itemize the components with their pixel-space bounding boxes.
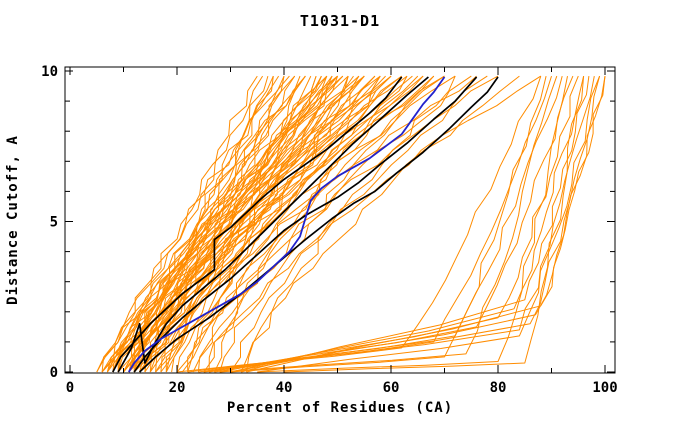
model-line-orange bbox=[214, 75, 601, 373]
model-line-orange bbox=[241, 76, 590, 373]
model-line-orange bbox=[133, 75, 296, 373]
model-line-orange bbox=[128, 76, 285, 373]
model-line-orange bbox=[198, 75, 563, 373]
model-line-orange bbox=[246, 76, 606, 373]
model-line-orange bbox=[160, 75, 392, 373]
model-line-blue bbox=[128, 76, 446, 373]
model-line-orange bbox=[283, 76, 585, 373]
x-tick-label: 20 bbox=[169, 380, 186, 396]
model-line-orange bbox=[213, 75, 542, 373]
model-line-orange bbox=[106, 75, 344, 373]
model-line-orange bbox=[133, 75, 392, 373]
model-line-orange bbox=[181, 75, 365, 373]
y-tick-label: 10 bbox=[41, 64, 58, 80]
model-line-orange bbox=[101, 75, 258, 373]
model-line-orange bbox=[176, 75, 403, 373]
y-tick-label: 5 bbox=[50, 215, 58, 231]
model-line-orange bbox=[112, 75, 306, 373]
plot-frame bbox=[64, 66, 616, 374]
chart-title: T1031-D1 bbox=[300, 12, 380, 30]
model-line-orange bbox=[176, 75, 542, 373]
model-line-orange bbox=[155, 75, 338, 373]
model-line-orange bbox=[192, 75, 386, 373]
model-line-orange bbox=[219, 75, 435, 373]
model-line-orange bbox=[149, 75, 402, 373]
model-line-orange bbox=[230, 75, 547, 373]
model-line-orange bbox=[187, 75, 552, 373]
x-tick-label: 40 bbox=[276, 380, 293, 396]
axis-layer: 0 20 40 60 80 100 0 5 10 bbox=[41, 64, 618, 396]
model-line-black bbox=[117, 76, 429, 373]
model-line-orange bbox=[203, 76, 595, 373]
x-tick-label: 80 bbox=[490, 380, 507, 396]
model-line-orange bbox=[219, 75, 558, 373]
model-line-orange bbox=[117, 75, 290, 373]
x-axis-label: Percent of Residues (CA) bbox=[227, 400, 453, 416]
model-line-orange bbox=[187, 75, 424, 373]
model-line-orange bbox=[219, 75, 579, 373]
model-line-orange bbox=[257, 75, 601, 373]
model-line-orange bbox=[230, 75, 585, 373]
x-tick-label: 0 bbox=[66, 380, 74, 396]
model-line-orange bbox=[101, 75, 338, 373]
model-line-orange bbox=[106, 75, 322, 373]
y-axis-label: Distance Cutoff, A bbox=[5, 135, 21, 305]
model-line-orange bbox=[171, 75, 381, 373]
model-line-orange bbox=[257, 76, 568, 373]
model-line-orange bbox=[230, 76, 606, 373]
model-line-black bbox=[139, 76, 499, 373]
x-tick-label: 60 bbox=[383, 380, 400, 396]
model-line-orange bbox=[197, 75, 445, 373]
model-line-orange bbox=[128, 75, 328, 373]
model-line-orange bbox=[209, 75, 574, 373]
model-line-orange bbox=[155, 75, 376, 373]
model-line-black bbox=[112, 76, 403, 373]
y-tick-label: 0 bbox=[50, 365, 58, 381]
model-line-orange bbox=[240, 75, 456, 373]
x-tick-label: 100 bbox=[592, 380, 617, 396]
model-curves-layer bbox=[96, 75, 606, 373]
